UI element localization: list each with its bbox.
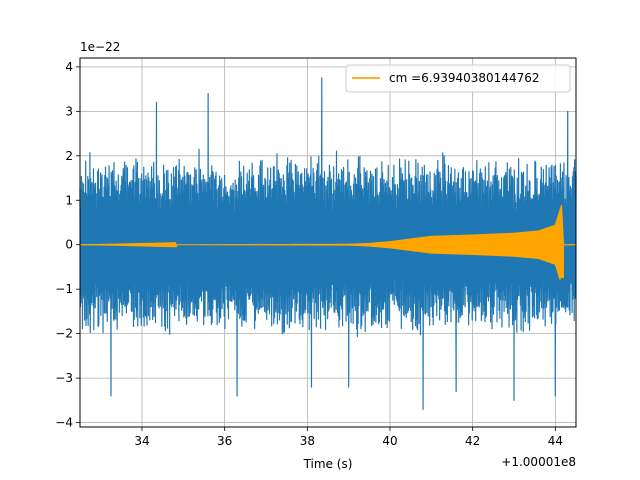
legend-label: cm =6.93940380144762 xyxy=(389,71,540,85)
y-tick-label: −1 xyxy=(55,282,73,296)
x-tick-label: 34 xyxy=(134,434,149,448)
y-tick-label: 3 xyxy=(65,104,73,118)
x-tick-label: 42 xyxy=(465,434,480,448)
y-tick-label: 4 xyxy=(65,60,73,74)
y-tick-label: 1 xyxy=(65,193,73,207)
y-tick-label: −4 xyxy=(55,416,73,430)
x-axis-label: Time (s) xyxy=(303,457,353,471)
y-tick-label: 0 xyxy=(65,238,73,252)
legend-box xyxy=(345,64,571,93)
x-tick-label: 36 xyxy=(217,434,232,448)
axes-frame xyxy=(79,57,577,428)
plot-area xyxy=(79,77,577,410)
y-tick-label: −3 xyxy=(55,371,73,385)
x-offset-label: +1.00001e8 xyxy=(501,455,576,469)
y-tick-label: 2 xyxy=(65,149,73,163)
legend: cm =6.93940380144762 xyxy=(345,64,571,93)
series-chirp-line xyxy=(80,204,576,280)
x-tick-label: 40 xyxy=(382,434,397,448)
y-scale-label: 1e−22 xyxy=(80,40,120,54)
y-tick-label: −2 xyxy=(55,327,73,341)
x-tick-label: 38 xyxy=(300,434,315,448)
x-tick-label: 44 xyxy=(548,434,563,448)
